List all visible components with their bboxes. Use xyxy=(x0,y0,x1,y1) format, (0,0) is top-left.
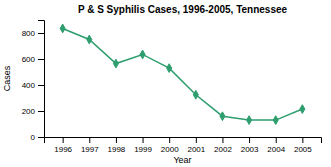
marker xyxy=(140,50,145,59)
marker xyxy=(113,59,118,68)
y-axis-line xyxy=(38,21,45,138)
x-tick-mark xyxy=(169,137,170,143)
x-tick-label: 2004 xyxy=(267,145,285,154)
x-tick-mark xyxy=(276,137,277,143)
x-axis: 1996 1997 1998 1999 2000 2001 2002 2003 2004 2005 xyxy=(45,137,322,154)
y-tick-mark xyxy=(38,85,44,86)
x-tick-label: 1999 xyxy=(134,145,152,154)
x-tick: 1998 xyxy=(108,137,126,154)
y-tick-label: 200 xyxy=(22,107,36,116)
x-tick-label: 2001 xyxy=(187,145,205,154)
x-tick-label: 1996 xyxy=(54,145,72,154)
x-tick-mark xyxy=(143,137,144,143)
y-tick: 600 xyxy=(22,55,44,64)
y-tick-mark xyxy=(38,137,44,138)
y-axis: 0 200 400 600 800 xyxy=(22,21,45,143)
x-tick: 1996 xyxy=(54,137,72,154)
x-tick-label: 1998 xyxy=(108,145,126,154)
x-tick-mark xyxy=(249,137,250,143)
x-tick-mark xyxy=(116,137,117,143)
y-tick-label: 600 xyxy=(22,55,36,64)
x-tick: 1997 xyxy=(81,137,99,154)
x-tick: 2004 xyxy=(267,137,285,154)
x-tick-mark xyxy=(302,137,303,143)
x-tick: 2005 xyxy=(294,137,312,154)
x-tick: 2000 xyxy=(161,137,179,154)
series xyxy=(60,24,305,124)
y-tick-mark xyxy=(38,59,44,60)
marker xyxy=(60,24,65,33)
y-tick-mark xyxy=(38,33,44,34)
x-tick: 1999 xyxy=(134,137,152,154)
x-tick-mark xyxy=(63,137,64,143)
y-tick-mark xyxy=(38,111,44,112)
x-tick: 2003 xyxy=(241,137,259,154)
y-tick-label: 400 xyxy=(22,81,36,90)
y-axis-title: Cases xyxy=(2,65,12,91)
line xyxy=(63,28,303,120)
x-tick-label: 2005 xyxy=(294,145,312,154)
x-tick-label: 2003 xyxy=(241,145,259,154)
y-tick: 800 xyxy=(22,29,44,38)
x-tick: 2002 xyxy=(214,137,232,154)
x-tick-mark xyxy=(196,137,197,143)
x-tick-mark xyxy=(222,137,223,143)
title: P & S Syphilis Cases, 1996-2005, Tenness… xyxy=(78,4,288,15)
marker xyxy=(220,112,225,121)
y-tick: 0 xyxy=(31,133,44,142)
marker xyxy=(247,116,252,125)
marker xyxy=(273,116,278,125)
x-tick-mark xyxy=(89,137,90,143)
x-axis-line xyxy=(45,138,322,144)
chart: 1996199719981999200020012002200320042005… xyxy=(0,0,331,167)
marker xyxy=(87,35,92,44)
plot-area: 1996199719981999200020012002200320042005… xyxy=(22,21,322,154)
marker xyxy=(193,90,198,99)
y-tick-label: 0 xyxy=(31,133,36,142)
x-tick: 2001 xyxy=(187,137,205,154)
marker xyxy=(167,64,172,73)
y-tick: 400 xyxy=(22,81,44,90)
x-axis-title: Year xyxy=(173,155,191,165)
x-tick-label: 2000 xyxy=(161,145,179,154)
y-tick-label: 800 xyxy=(22,29,36,38)
marker xyxy=(300,105,305,114)
y-tick: 200 xyxy=(22,107,44,116)
x-tick-label: 2002 xyxy=(214,145,232,154)
x-tick-label: 1997 xyxy=(81,145,99,154)
